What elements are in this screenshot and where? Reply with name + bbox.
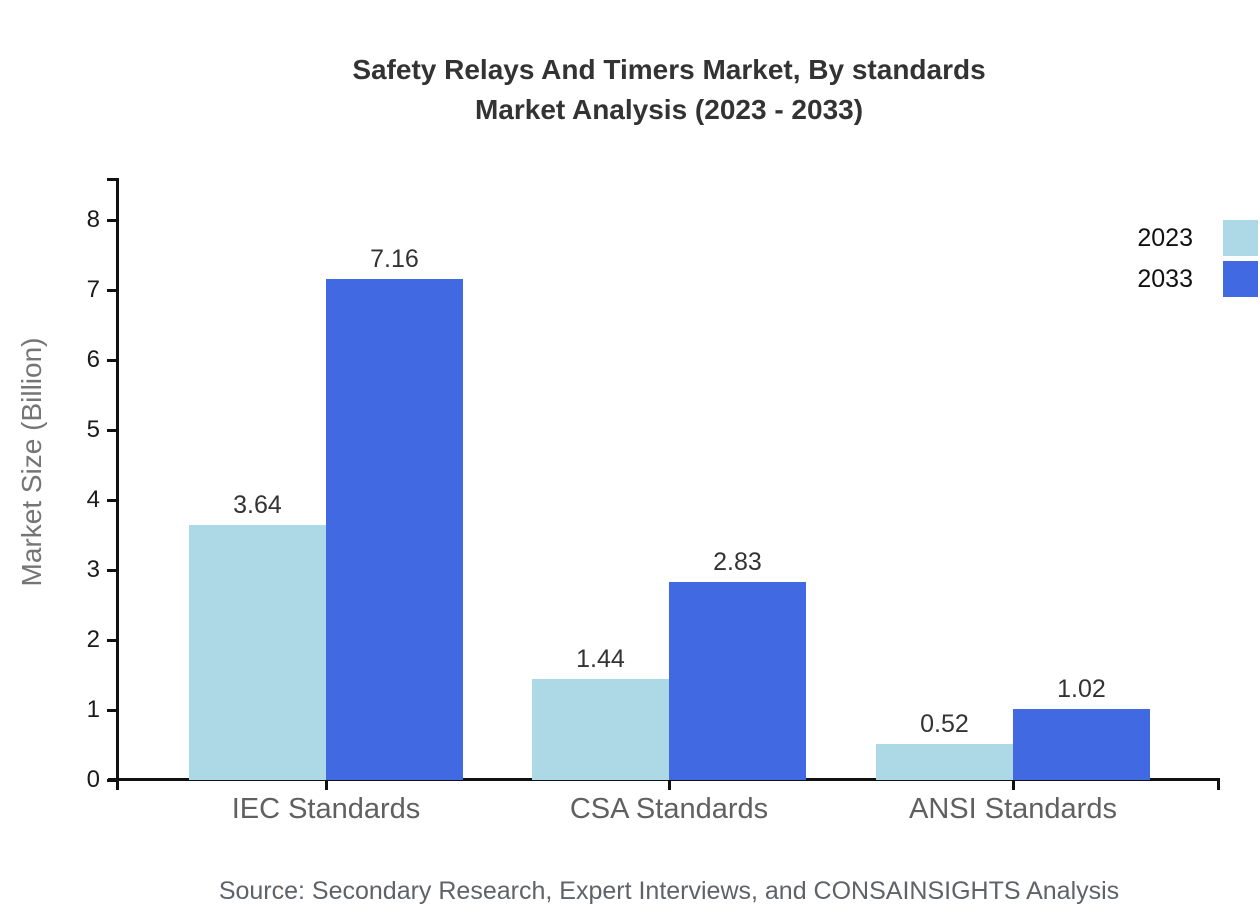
y-tick-label: 1: [86, 696, 100, 723]
bar-2023-csa-standards: [532, 679, 669, 780]
chart-title-line1: Safety Relays And Timers Market, By stan…: [352, 54, 986, 85]
legend-item-2033[interactable]: 2033: [1085, 261, 1258, 297]
bar-2033-ansi-standards: [1013, 709, 1150, 780]
y-tick: [107, 429, 117, 432]
source-note: Source: Secondary Research, Expert Inter…: [218, 877, 1120, 905]
y-axis-end-tick: [107, 178, 117, 181]
y-tick-label: 5: [86, 416, 100, 443]
x-tick: [1012, 781, 1015, 790]
bar-value-label: 1.44: [576, 645, 625, 673]
chart-title: Safety Relays And Timers Market, By stan…: [78, 50, 1260, 130]
bar-2023-iec-standards: [189, 525, 326, 780]
x-axis-category-label-ansi-standards: ANSI Standards: [909, 793, 1117, 825]
bar-2033-csa-standards: [669, 582, 806, 780]
y-tick: [107, 289, 117, 292]
x-axis-category-label-iec-standards: IEC Standards: [231, 793, 421, 825]
legend-swatch-2023: [1223, 220, 1258, 256]
y-tick: [107, 499, 117, 502]
y-tick-label: 2: [86, 626, 100, 653]
y-axis-title: Market Size (Billion): [16, 337, 47, 587]
legend-label-2023: 2023: [1137, 223, 1193, 252]
bar-2033-iec-standards: [326, 279, 463, 780]
x-tick: [325, 781, 328, 790]
y-tick-label: 3: [86, 556, 100, 583]
y-tick-label: 7: [86, 276, 100, 303]
legend-label-2033: 2033: [1137, 264, 1193, 293]
bar-value-label: 0.52: [920, 710, 969, 738]
y-tick: [107, 219, 117, 222]
x-tick: [668, 781, 671, 790]
x-axis-end-tick: [1217, 781, 1220, 790]
y-axis-line: [116, 178, 119, 790]
bar-value-label: 3.64: [233, 491, 282, 519]
y-tick-label: 0: [86, 766, 100, 793]
legend: 2023 2033: [1085, 220, 1258, 297]
bar-2023-ansi-standards: [876, 744, 1013, 780]
legend-swatch-2033: [1223, 261, 1258, 297]
y-tick: [107, 779, 117, 782]
y-tick-label: 6: [86, 346, 100, 373]
y-tick: [107, 359, 117, 362]
y-tick-label: 8: [86, 206, 100, 233]
y-tick-label: 4: [86, 486, 100, 513]
y-tick: [107, 639, 117, 642]
y-tick: [107, 709, 117, 712]
x-axis-category-label-csa-standards: CSA Standards: [569, 793, 769, 825]
bar-value-label: 2.83: [713, 548, 762, 576]
y-tick: [107, 569, 117, 572]
bar-value-label: 7.16: [370, 245, 419, 273]
legend-item-2023[interactable]: 2023: [1085, 220, 1258, 256]
chart-title-line2: Market Analysis (2023 - 2033): [474, 94, 864, 125]
bar-value-label: 1.02: [1057, 675, 1106, 703]
